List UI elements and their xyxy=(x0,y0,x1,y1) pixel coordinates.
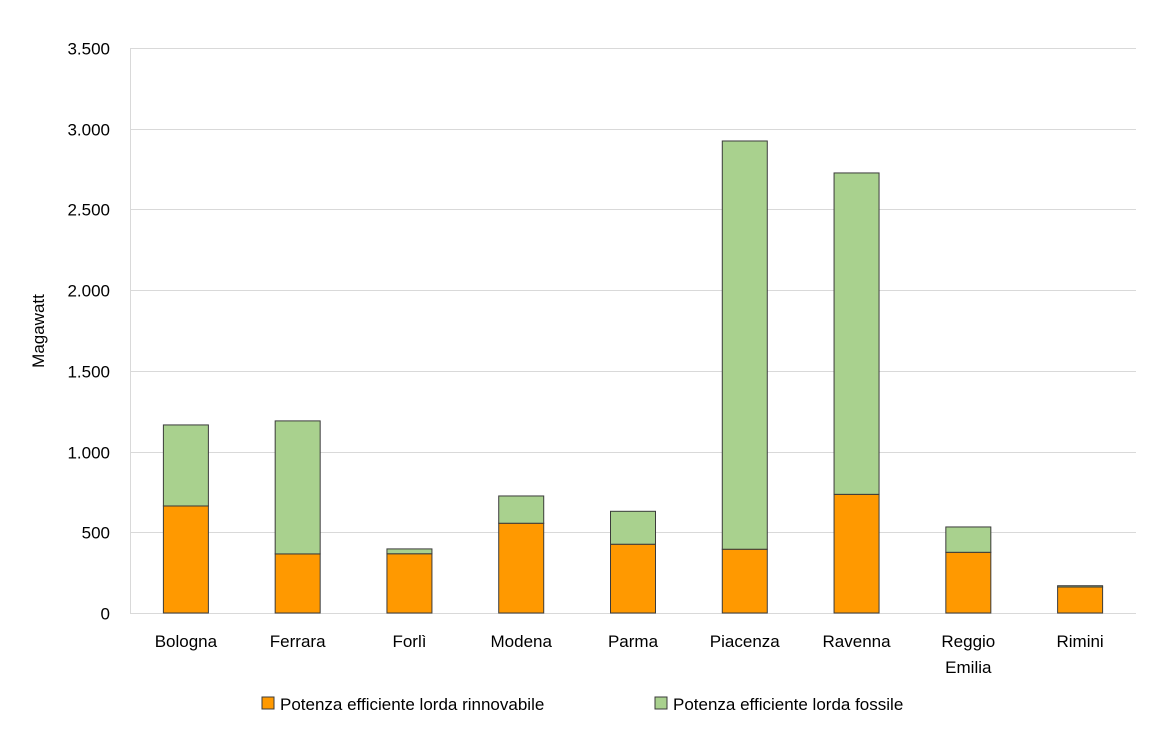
y-tick-label: 0 xyxy=(101,605,110,624)
x-tick-label: Forlì xyxy=(392,632,426,651)
bar-fossil xyxy=(610,510,656,545)
bar-renewable xyxy=(721,548,768,614)
y-tick-label: 2.500 xyxy=(67,201,110,220)
x-tick-label: Modena xyxy=(491,632,553,651)
bar-renewable xyxy=(610,543,656,614)
y-tick-label: 3.000 xyxy=(67,121,110,140)
bar-fossil xyxy=(721,140,768,550)
bar-renewable xyxy=(833,493,880,614)
bar-renewable xyxy=(386,553,433,614)
x-axis-categories: Bologna Ferrara Forlì Modena Parma Piacenza Ra… xyxy=(155,632,1104,677)
y-tick-label: 500 xyxy=(82,524,110,543)
legend-label: Potenza efficiente lorda rinnovabile xyxy=(280,695,544,714)
y-tick-label: 2.000 xyxy=(67,282,110,301)
bar-fossil xyxy=(274,420,321,555)
x-tick-label: Emilia xyxy=(945,658,992,677)
bar-renewable xyxy=(498,522,545,614)
legend-swatch xyxy=(261,696,275,710)
bar-fossil xyxy=(162,424,209,507)
y-axis-ticks: 0 500 1.000 1.500 2.000 2.500 3.000 3.500 xyxy=(67,40,110,624)
bar-renewable xyxy=(274,553,321,614)
legend: Potenza efficiente lorda rinnovabile Pote… xyxy=(261,695,903,714)
y-tick-label: 1.000 xyxy=(67,444,110,463)
bar-renewable xyxy=(162,505,209,614)
legend-label: Potenza efficiente lorda fossile xyxy=(673,695,903,714)
bar-fossil xyxy=(386,548,433,555)
x-tick-label: Ravenna xyxy=(823,632,892,651)
x-tick-label: Reggio xyxy=(941,632,995,651)
bar-renewable xyxy=(1057,586,1104,614)
bar-fossil xyxy=(833,172,880,495)
bar-renewable xyxy=(945,551,992,614)
x-tick-label: Bologna xyxy=(155,632,218,651)
x-tick-label: Ferrara xyxy=(270,632,326,651)
legend-swatch xyxy=(654,696,668,710)
y-tick-label: 1.500 xyxy=(67,363,110,382)
y-axis-title: Magawatt xyxy=(29,294,48,368)
y-tick-label: 3.500 xyxy=(67,40,110,59)
x-tick-label: Rimini xyxy=(1056,632,1103,651)
bars xyxy=(162,140,1104,614)
x-tick-label: Piacenza xyxy=(710,632,780,651)
bar-fossil xyxy=(1057,585,1104,588)
bar-fossil xyxy=(945,526,992,553)
bar-fossil xyxy=(498,495,545,524)
x-tick-label: Parma xyxy=(608,632,659,651)
